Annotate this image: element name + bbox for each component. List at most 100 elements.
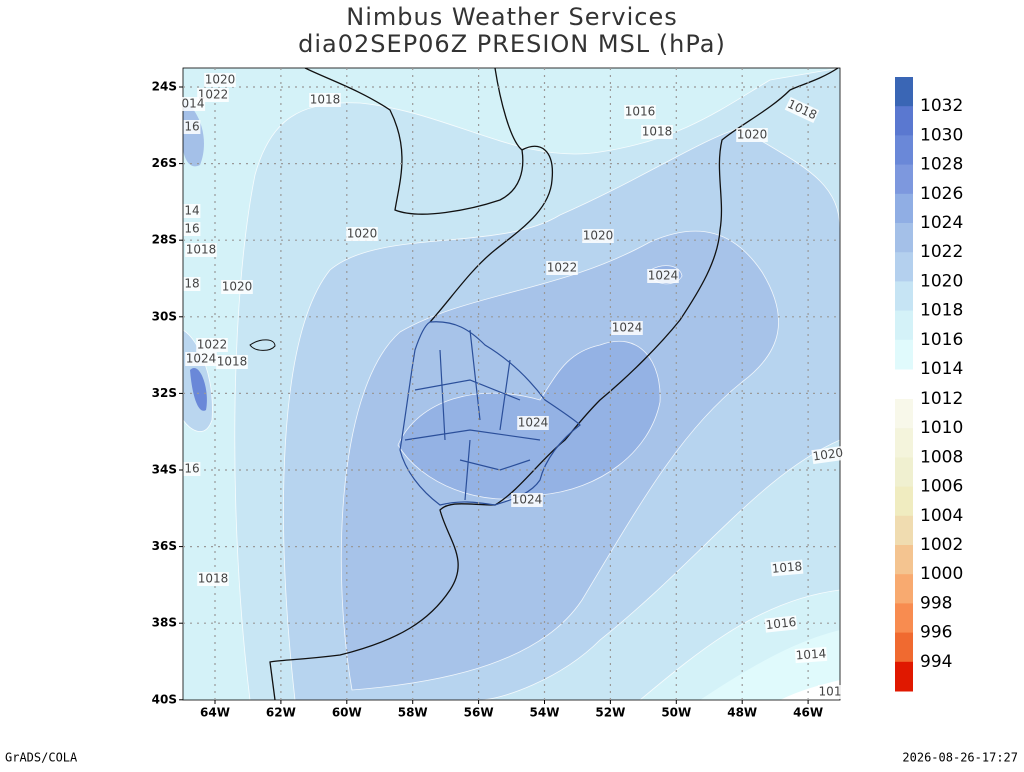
lon-label: 48W (727, 706, 757, 720)
map-frame (182, 67, 841, 701)
contour-label-bg (197, 572, 229, 586)
colorbar-box (895, 486, 913, 517)
contour-label-text: 1022 (198, 88, 229, 102)
contour-label-bg (216, 355, 248, 369)
colorbar-label: 1030 (920, 125, 963, 145)
contour-label-bg (185, 352, 217, 366)
contour-label: 1020 (582, 229, 614, 243)
colorbar-box (895, 252, 913, 282)
contour-label-bg (180, 97, 206, 111)
colorbar-label: 1000 (920, 564, 963, 584)
contour-label-bg (770, 559, 804, 577)
lon-label: 58W (398, 706, 428, 720)
contour-label-text: 1020 (347, 227, 378, 241)
contour-label-bg (764, 615, 798, 633)
lat-label: 36S (152, 539, 177, 553)
contour-label: 1020 (811, 445, 845, 465)
colorbar-box (895, 399, 913, 429)
contour-label-text: 1024 (612, 321, 643, 335)
lat-label: 34S (152, 463, 177, 477)
contour-label-bg (817, 685, 843, 699)
contour-label-bg (183, 462, 201, 476)
colorbar-box (895, 193, 913, 224)
lon-label: 50W (661, 706, 691, 720)
colorbar-label: 1032 (920, 96, 963, 116)
lat-label: 32S (152, 386, 177, 400)
colorbar-label: 1006 (920, 477, 963, 497)
contour-label: 1016 (764, 615, 798, 633)
colorbar-box (895, 603, 913, 634)
contour-label: 1022 (196, 338, 228, 352)
contour-label-bg (784, 96, 820, 124)
contour-label: 1018 (309, 93, 341, 107)
contour-label-text: 101 (819, 685, 842, 699)
map-area (183, 68, 840, 700)
lat-label: 40S (152, 692, 177, 706)
colorbar-label: 1028 (920, 155, 963, 175)
contour-label-bg (221, 280, 253, 294)
contour-label: 14 (183, 204, 201, 218)
lat-label: 30S (152, 309, 177, 323)
title-line: Nimbus Weather Services (346, 3, 677, 31)
colorbar-label: 1008 (920, 447, 963, 467)
contour-label: 1020 (204, 73, 236, 87)
lon-label: 56W (464, 706, 494, 720)
contour-label-text: 1018 (198, 572, 229, 586)
footer-left: GrADS/COLA (5, 751, 78, 765)
contour-label: 1020 (346, 227, 378, 241)
contour-label-text: 1016 (625, 105, 656, 119)
contour-label-bg (641, 125, 673, 139)
lon-label: 46W (793, 706, 823, 720)
contour-label-bg (197, 88, 229, 102)
contour-label-text: 1016 (765, 615, 797, 632)
contour-label-bg (794, 646, 828, 664)
contour-label-text: 16 (184, 462, 199, 476)
contour-label-text: 1024 (648, 269, 679, 283)
contour-label-text: 1018 (217, 355, 248, 369)
contour-label-bg (183, 222, 201, 236)
contour-label-text: 1018 (186, 243, 217, 257)
contour-label: 1016 (624, 105, 656, 119)
contour-label: 1018 (641, 125, 673, 139)
colorbar-label: 1016 (920, 330, 963, 350)
colorbar-label: 1026 (920, 184, 963, 204)
band (700, 630, 840, 700)
colorbar-box (895, 77, 913, 107)
contour-label-text: 1024 (518, 416, 549, 430)
contour-label-text: 014 (182, 97, 205, 111)
lat-label: 26S (152, 156, 177, 170)
colorbar-label: 1018 (920, 301, 963, 321)
contour-label-bg (196, 338, 228, 352)
colorbar-label: 994 (920, 652, 952, 672)
contour-label-bg (185, 243, 217, 257)
lat-label: 28S (152, 233, 177, 247)
contour-label-bg (611, 321, 643, 335)
contour-label-bg (204, 73, 236, 87)
contour-label: 1014 (794, 646, 828, 664)
colorbar-label: 1012 (920, 389, 963, 409)
contour-label: 1018 (197, 572, 229, 586)
contour-label-text: 1020 (205, 73, 236, 87)
contour-label-text: 1020 (737, 128, 768, 142)
contour-label-bg (183, 120, 201, 134)
contour-label: 1020 (221, 280, 253, 294)
colorbar-box (895, 135, 913, 166)
colorbar-box (895, 310, 913, 341)
contour-label: 18 (183, 277, 201, 291)
colorbar-box (895, 632, 913, 663)
colorbar-box (895, 457, 913, 488)
colorbar-label: 998 (920, 593, 952, 613)
contour-label-bg (183, 277, 201, 291)
lon-label: 64W (200, 706, 230, 720)
contour-label: 1018 (216, 355, 248, 369)
colorbar-box (895, 281, 913, 312)
contour-label-text: 18 (184, 277, 199, 291)
contour-label-text: 16 (184, 120, 199, 134)
contour-label-bg (546, 261, 578, 275)
colorbar-box (895, 223, 913, 253)
contour-label-text: 1022 (547, 261, 578, 275)
contour-label: 1024 (611, 321, 643, 335)
contour-label-bg (517, 416, 549, 430)
lon-label: 54W (530, 706, 560, 720)
colorbar-label: 1024 (920, 213, 963, 233)
